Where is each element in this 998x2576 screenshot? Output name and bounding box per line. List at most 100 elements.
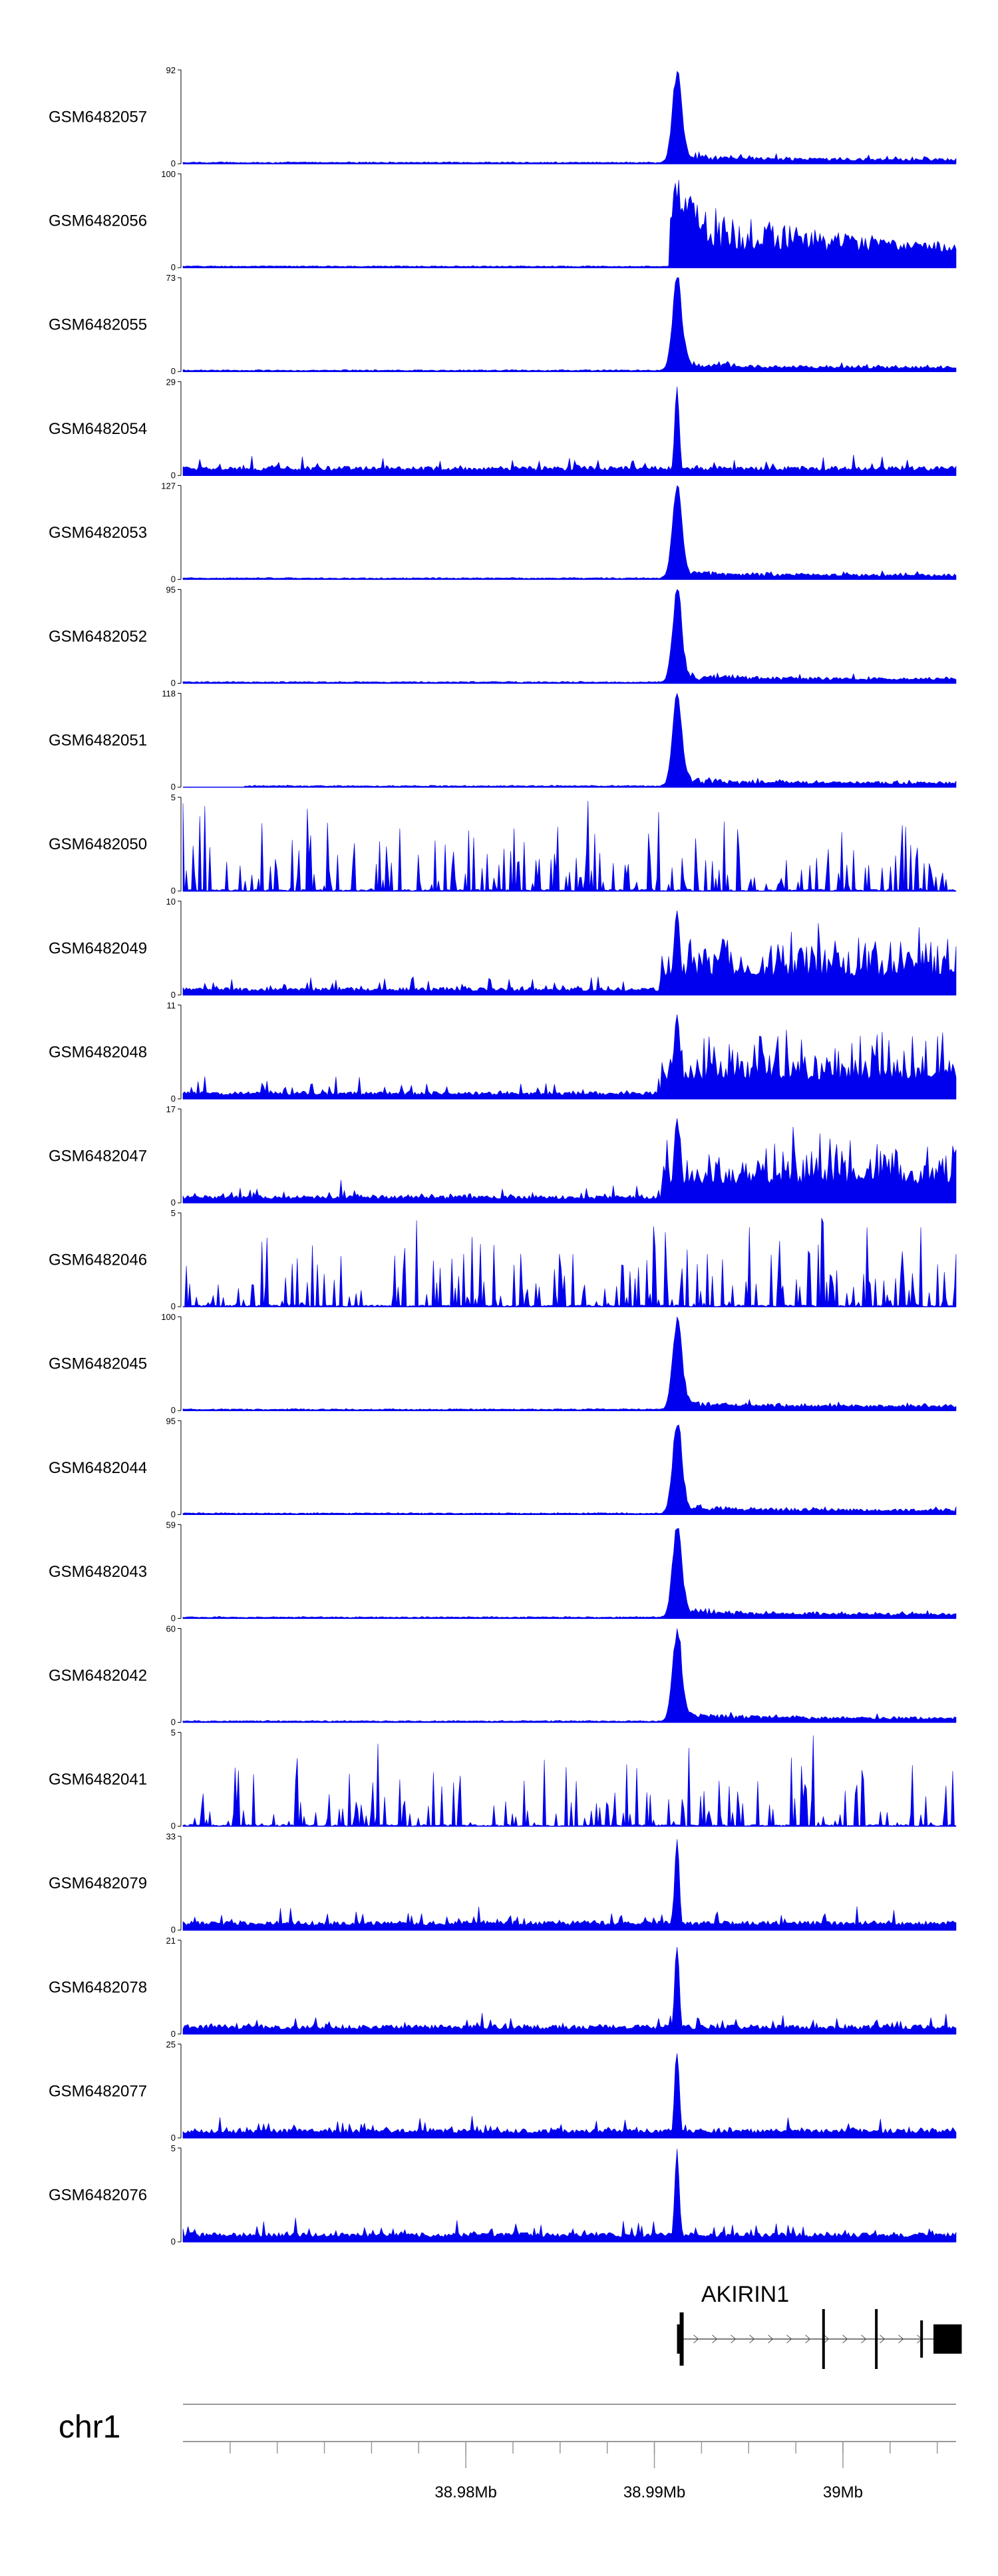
exon [920,2320,923,2358]
track-label: GSM6482041 [49,1771,147,1789]
track-label: GSM6482043 [49,1563,147,1581]
strand-arrow [880,2334,886,2344]
exon [679,2312,684,2366]
track-GSM6482052: GSM6482052 95 0 [49,585,957,688]
track-GSM6482077: GSM6482077 25 0 [49,2039,957,2143]
y-min-label: 0 [171,1717,176,1727]
track-label: GSM6482052 [49,628,147,646]
signal-area [182,180,957,268]
ruler-tick-label: 39Mb [823,2483,863,2501]
signal-area [182,1118,957,1203]
gene-annotation-track: AKIRIN1 [677,2282,962,2369]
signal-area [182,2149,957,2243]
exon [677,2324,680,2354]
signal-area [182,485,957,580]
y-max-label: 21 [166,1936,176,1946]
chromosome-label: chr1 [59,2410,120,2445]
track-label: GSM6482042 [49,1667,147,1685]
signal-area [182,71,957,164]
y-min-label: 0 [171,470,176,480]
track-label: GSM6482046 [49,1251,147,1269]
y-min-label: 0 [171,2133,176,2143]
exon [875,2309,878,2369]
y-max-label: 59 [166,1520,176,1530]
track-GSM6482054: GSM6482054 29 0 [49,377,957,480]
track-GSM6482053: GSM6482053 127 0 [49,481,957,584]
y-min-label: 0 [171,1301,176,1311]
signal-area [182,1628,957,1723]
track-GSM6482047: GSM6482047 17 0 [49,1104,957,1207]
y-max-label: 5 [171,1208,176,1218]
track-label: GSM6482079 [49,1874,147,1892]
track-label: GSM6482056 [49,212,147,230]
track-GSM6482044: GSM6482044 95 0 [49,1416,957,1519]
exon [822,2309,825,2369]
ruler-tick-label: 38.98Mb [434,2483,496,2501]
strand-arrow [712,2334,718,2344]
y-max-label: 29 [166,377,176,387]
track-label: GSM6482044 [49,1459,147,1477]
y-min-label: 0 [171,574,176,584]
y-max-label: 5 [171,2143,176,2153]
track-GSM6482078: GSM6482078 21 0 [49,1936,957,2039]
gene-name: AKIRIN1 [701,2282,789,2307]
y-max-label: 60 [166,1624,176,1634]
y-min-label: 0 [171,886,176,896]
signal-area [182,1424,957,1515]
y-min-label: 0 [171,1613,176,1623]
signal-area [182,1217,957,1307]
y-max-label: 95 [166,585,176,595]
track-GSM6482051: GSM6482051 118 0 [49,689,957,792]
y-min-label: 0 [171,2237,176,2247]
track-label: GSM6482051 [49,732,147,750]
y-min-label: 0 [171,1925,176,1935]
track-GSM6482079: GSM6482079 33 0 [49,1832,957,1935]
signal-area [182,386,957,476]
y-min-label: 0 [171,990,176,1000]
track-label: GSM6482050 [49,835,147,853]
track-label: GSM6482077 [49,2082,147,2100]
signal-area [183,692,957,787]
strand-arrow [824,2334,830,2344]
track-GSM6482045: GSM6482045 100 0 [49,1312,957,1415]
signal-area [182,2053,957,2139]
track-GSM6482048: GSM6482048 11 0 [49,1000,957,1104]
y-max-label: 73 [166,273,176,283]
strand-arrow [842,2334,848,2344]
y-max-label: 17 [166,1104,176,1114]
genome-axis: chr1 38.98Mb 38.99Mb 39Mb [59,2404,956,2501]
y-max-label: 10 [166,897,176,907]
strand-arrow [898,2334,904,2344]
signal-area [182,1735,957,1827]
y-min-label: 0 [171,1821,176,1831]
y-max-label: 100 [161,1312,176,1322]
y-min-label: 0 [171,782,176,792]
track-label: GSM6482076 [49,2187,147,2205]
signal-area [182,1014,957,1100]
track-GSM6482043: GSM6482043 59 0 [49,1520,957,1623]
strand-arrow [861,2334,867,2344]
track-label: GSM6482078 [49,1978,147,1996]
y-max-label: 11 [167,1000,176,1010]
track-label: GSM6482048 [49,1043,147,1061]
y-max-label: 25 [166,2039,176,2049]
y-min-label: 0 [171,678,176,688]
y-max-label: 95 [166,1416,176,1426]
y-max-label: 100 [161,169,176,179]
track-label: GSM6482045 [49,1355,147,1373]
y-max-label: 5 [171,793,176,803]
strand-arrow [768,2334,774,2344]
track-GSM6482056: GSM6482056 100 0 [49,169,957,272]
strand-arrow [805,2334,811,2344]
signal-area [182,588,957,684]
ruler-tick-label: 38.99Mb [623,2483,685,2501]
y-max-label: 118 [162,689,176,699]
track-GSM6482041: GSM6482041 5 0 [49,1728,957,1831]
track-GSM6482042: GSM6482042 60 0 [49,1624,957,1727]
y-min-label: 0 [171,2029,176,2039]
y-min-label: 0 [171,1197,176,1207]
exon [933,2324,962,2354]
y-min-label: 0 [171,1094,176,1104]
y-max-label: 127 [161,481,176,491]
